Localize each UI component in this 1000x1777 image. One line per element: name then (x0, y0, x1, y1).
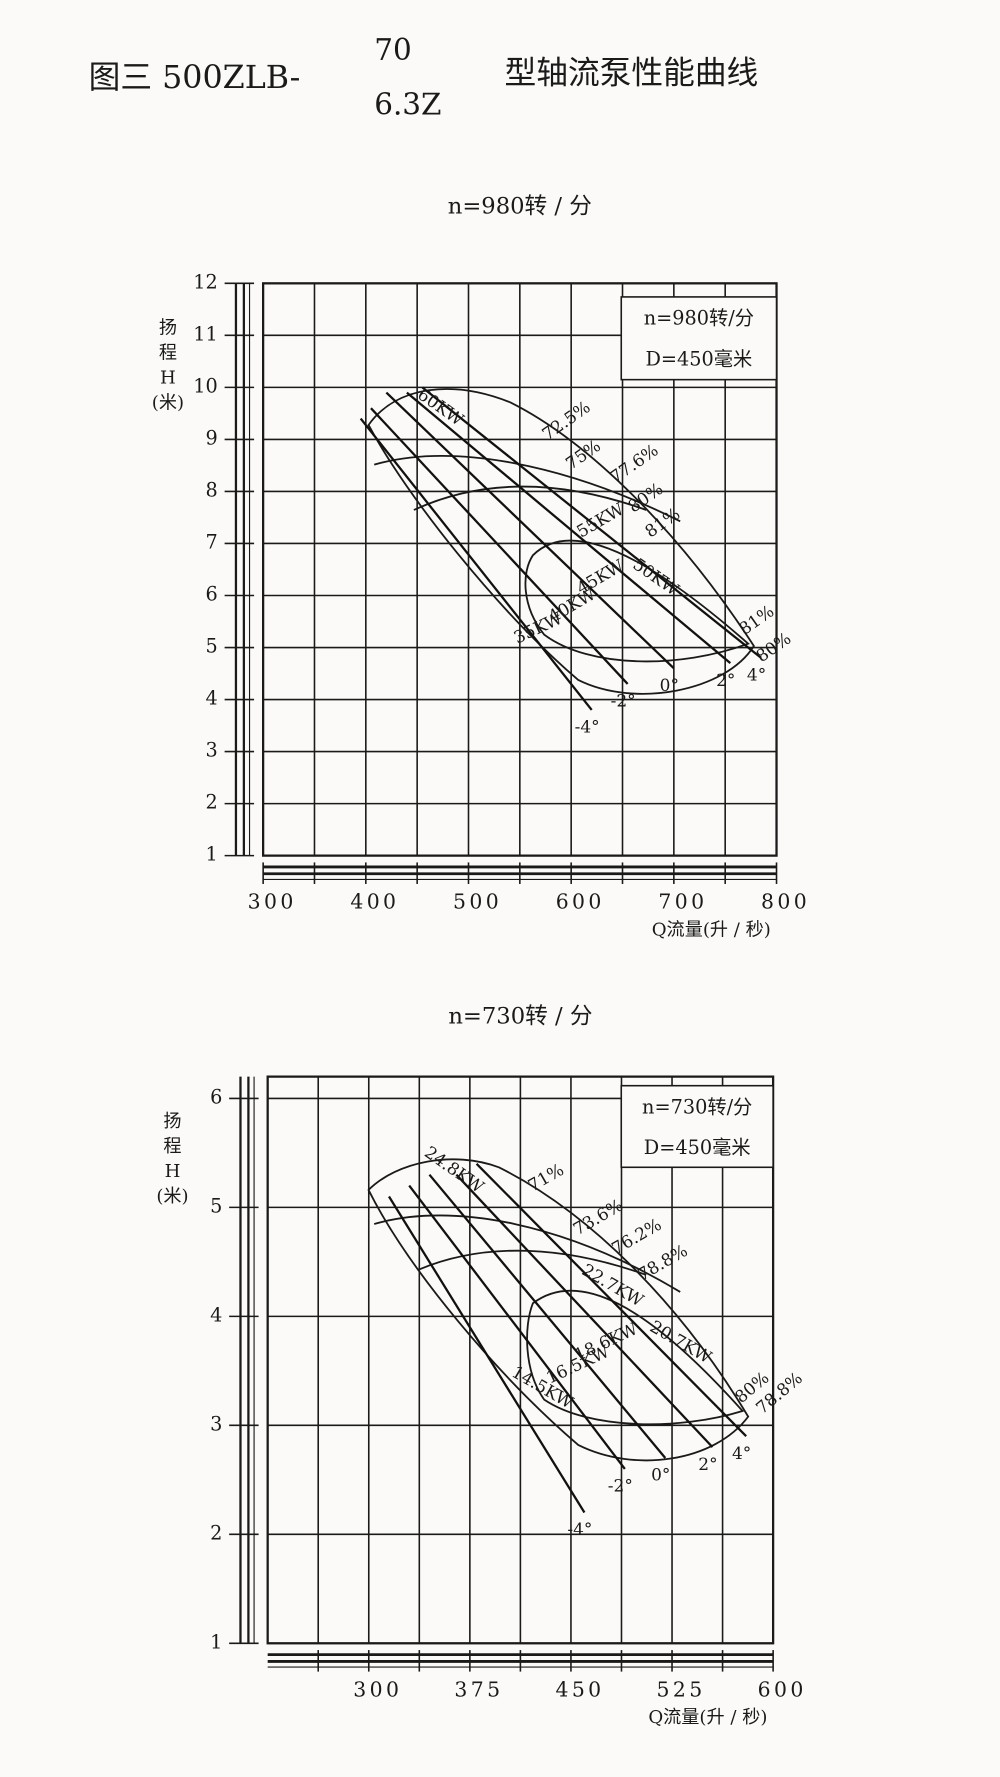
y-axis-label: 程 (159, 343, 177, 364)
blade-label: 2° (698, 1455, 717, 1475)
x-axis-label: Q流量(升 / 秒) (652, 919, 771, 940)
y-tick-label: 6 (206, 582, 218, 605)
curve-annotation: 73.6% (570, 1196, 627, 1240)
blade-label: 4° (732, 1444, 751, 1464)
y-tick-label: 1 (210, 1630, 222, 1653)
blade-label: 4° (747, 666, 766, 686)
curve-annotation: 24.8KW (420, 1143, 487, 1198)
curve-envelope (367, 388, 755, 695)
y-axis-label: H (165, 1161, 181, 1182)
curve-loop (413, 485, 647, 511)
info-text: D=450毫米 (645, 347, 752, 370)
blade-curve (359, 417, 593, 711)
y-axis-label: (米) (156, 1186, 188, 1207)
curve-annotation: 60KW (414, 385, 468, 431)
y-axis-label: H (160, 368, 176, 389)
y-tick-label: 8 (206, 478, 218, 501)
y-tick-label: 10 (193, 374, 218, 397)
blade-curve (475, 1163, 747, 1438)
x-tick-label: 400 (350, 890, 399, 914)
doc-title-suffix: 型轴流泵性能曲线 (505, 55, 759, 91)
curve-loop (419, 1249, 647, 1276)
y-axis-label: (米) (152, 392, 184, 413)
y-tick-label: 4 (210, 1303, 222, 1326)
curve-annotation: 71% (525, 1160, 568, 1196)
blade-curve (408, 1184, 626, 1470)
x-tick-label: 375 (454, 1677, 503, 1701)
curve-annotation: 75% (562, 436, 604, 474)
blade-label: -4° (575, 718, 600, 738)
x-tick-label: 600 (556, 890, 605, 914)
info-text: n=980转/分 (644, 307, 754, 330)
blade-label: 0° (651, 1466, 670, 1486)
curve-annotation: 20.7KW (646, 1317, 715, 1368)
doc-title-denominator: 6.3Z (374, 88, 441, 122)
blade-label: 0° (660, 676, 679, 696)
chart-title: n=980转 / 分 (448, 193, 592, 219)
chart-title: n=730转 / 分 (448, 1004, 592, 1030)
x-tick-label: 600 (758, 1677, 807, 1701)
curve-loop (373, 1214, 681, 1293)
curve-annotation: 55KW (573, 499, 628, 542)
curve-annotation: 80% (753, 629, 795, 667)
x-tick-label: 700 (658, 890, 707, 914)
blade-label: -4° (567, 1520, 592, 1540)
x-tick-label: 300 (353, 1677, 402, 1701)
y-tick-label: 1 (206, 843, 218, 866)
x-tick-label: 800 (761, 890, 810, 914)
doc-title: 图三 500ZLB- (89, 60, 301, 96)
y-tick-label: 4 (206, 687, 218, 710)
y-tick-label: 7 (206, 530, 218, 553)
curve-loop (526, 1289, 745, 1426)
y-tick-label: 3 (210, 1412, 222, 1435)
y-tick-label: 3 (206, 739, 218, 762)
curve-loop (373, 455, 681, 523)
blade-label: -2° (608, 1477, 633, 1497)
info-box (620, 1084, 774, 1169)
x-tick-label: 450 (555, 1677, 604, 1701)
info-text: D=450毫米 (644, 1136, 751, 1159)
blade-curve (370, 407, 629, 685)
blade-curve (421, 386, 762, 659)
info-text: n=730转/分 (642, 1095, 752, 1118)
curve-annotation: 81% (736, 602, 778, 640)
y-tick-label: 12 (193, 270, 218, 293)
x-axis-label: Q流量(升 / 秒) (648, 1707, 767, 1728)
y-tick-label: 9 (206, 426, 218, 449)
x-tick-label: 500 (453, 890, 502, 914)
y-tick-label: 2 (206, 791, 218, 814)
blade-curve (385, 391, 675, 670)
y-axis-label: 程 (163, 1136, 181, 1157)
blade-label: -2° (611, 692, 636, 712)
y-tick-label: 5 (206, 635, 218, 658)
curve-annotation: 76.2% (609, 1215, 666, 1259)
blade-curve (406, 391, 732, 664)
y-axis-label: 扬 (163, 1111, 181, 1132)
y-tick-label: 2 (210, 1521, 222, 1544)
curve-annotation: 78.8% (635, 1241, 692, 1285)
x-tick-label: 300 (248, 890, 297, 914)
doc-title-numerator: 70 (374, 33, 411, 67)
x-tick-label: 525 (657, 1677, 706, 1701)
y-tick-label: 11 (193, 322, 218, 345)
y-tick-label: 6 (210, 1085, 222, 1108)
y-tick-label: 5 (210, 1194, 222, 1217)
blade-curve (455, 1173, 714, 1448)
blade-label: 2° (716, 671, 735, 691)
y-axis-label: 扬 (159, 318, 177, 339)
info-box (620, 296, 778, 381)
curve-envelope (367, 1158, 750, 1462)
blade-curve (388, 1195, 586, 1514)
blade-curve (428, 1173, 667, 1459)
